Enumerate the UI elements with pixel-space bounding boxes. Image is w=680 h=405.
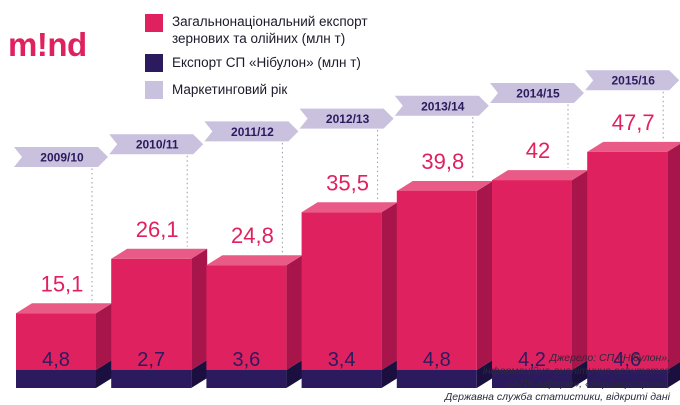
bar-side-national (96, 303, 112, 370)
year-label: 2014/15 (516, 87, 560, 101)
value-label-nibulon: 3,6 (232, 349, 260, 371)
year-chevron (14, 147, 108, 167)
bar-nibulon-export (111, 370, 192, 388)
value-label-national: 47,7 (612, 110, 655, 135)
bar-nibulon-export (587, 370, 668, 388)
bar-national-export (16, 313, 96, 370)
bar-national-export (396, 190, 477, 370)
value-label-national: 15,1 (41, 271, 84, 296)
bar-side-national (191, 248, 208, 370)
bar-nibulon-export (16, 370, 96, 388)
bar-side-nibulon (381, 360, 398, 388)
bar-side-national (572, 170, 588, 370)
legend-item-national-export: Загальнонаціональний експорт зернових та… (145, 14, 412, 50)
source-line: Джерело: СП «Нібулон», (549, 352, 670, 364)
bar-national-export (206, 265, 287, 370)
bar-side-nibulon (572, 360, 588, 388)
bar-national-export (111, 258, 192, 370)
source-note: Джерело: СП «Нібулон», інформаційно-анал… (330, 352, 670, 404)
bar-national-export (587, 151, 668, 370)
year-chevron (299, 108, 394, 129)
year-label: 2013/14 (421, 99, 465, 113)
bar-side-nibulon (96, 360, 112, 388)
value-label-national: 42 (526, 138, 550, 163)
bar-top-national (587, 141, 680, 152)
bar-side-nibulon (286, 360, 303, 388)
source-line: Державна служба статистики, відкриті дан… (444, 391, 670, 403)
bar-top-national (206, 255, 303, 266)
bar-national-export (301, 212, 382, 370)
legend-item-nibulon-export: Експорт СП «Нібулон» (млн т) (145, 54, 412, 78)
value-label-national: 35,5 (326, 170, 369, 195)
bar-top-national (396, 180, 493, 191)
legend-swatch-nibulon-export (145, 54, 163, 72)
year-chevron (394, 95, 489, 116)
year-chevron (585, 70, 680, 91)
bar-side-national (476, 180, 493, 370)
value-label-national: 24,8 (231, 223, 274, 248)
value-label-nibulon: 4,6 (613, 349, 641, 371)
bar-nibulon-export (301, 370, 382, 388)
value-label-national: 26,1 (136, 217, 179, 242)
bar-nibulon-export (396, 370, 477, 388)
bar-side-national (286, 255, 303, 370)
mind-logo: m!nd (8, 26, 87, 63)
legend-label-nibulon-export: Експорт СП «Нібулон» (млн т) (172, 55, 361, 70)
year-chevron (109, 134, 204, 155)
source-line: «АПК-Інформ», «Укрлагропром», (507, 378, 670, 390)
value-label-nibulon: 3,4 (328, 349, 356, 371)
bar-side-nibulon (191, 360, 208, 388)
source-line: інформаційно-аналітичне агентство (482, 365, 670, 377)
bar-top-national (16, 303, 112, 314)
bar-top-national (492, 170, 588, 181)
bar-top-national (301, 202, 398, 213)
legend: Загальнонаціональний експорт зернових та… (145, 14, 412, 105)
bar-nibulon-export (206, 370, 287, 388)
year-label: 2012/13 (326, 112, 370, 126)
bar-side-national (381, 202, 398, 370)
year-chevron (490, 83, 584, 103)
bar-national-export (492, 180, 572, 370)
bar-nibulon-export (492, 370, 572, 388)
value-label-nibulon: 4,8 (423, 349, 451, 371)
year-label: 2010/11 (136, 138, 179, 152)
bar-top-national (111, 248, 208, 259)
year-label: 2015/16 (612, 74, 656, 88)
legend-label-marketing-year: Маркетинговий рік (172, 82, 288, 97)
value-label-nibulon: 2,7 (137, 349, 165, 371)
year-label: 2011/12 (231, 125, 274, 139)
bar-side-national (667, 143, 680, 370)
value-label-nibulon: 4,8 (42, 349, 70, 371)
legend-label-national-export: Загальнонаціональний експорт зернових та… (172, 14, 368, 46)
legend-swatch-marketing-year (145, 81, 163, 99)
bar-side-nibulon (667, 362, 680, 388)
legend-swatch-national-export (145, 14, 163, 32)
year-chevron (204, 121, 299, 142)
value-label-nibulon: 4,2 (518, 349, 546, 371)
bar-side-nibulon (476, 360, 493, 388)
year-label: 2009/10 (40, 151, 84, 165)
value-label-national: 39,8 (421, 149, 464, 174)
legend-item-marketing-year: Маркетинговий рік (145, 81, 412, 105)
